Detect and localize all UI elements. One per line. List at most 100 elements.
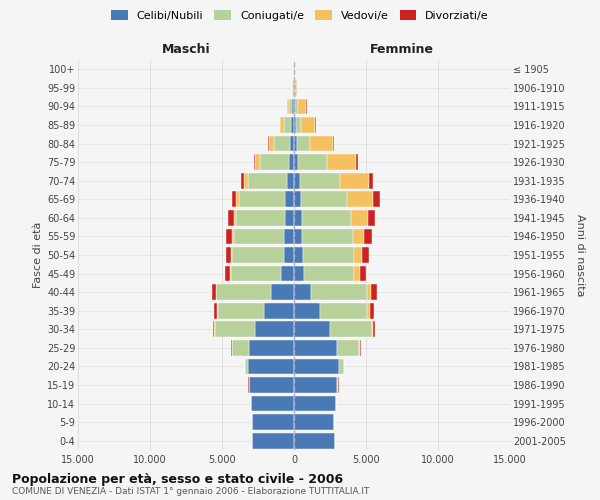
Bar (236, 192, 239, 207)
Bar (248, 377, 250, 393)
Bar (369, 173, 373, 188)
Bar (241, 173, 244, 188)
Bar (294, 303, 320, 318)
Bar (301, 192, 347, 207)
Bar (215, 322, 255, 337)
Bar (233, 228, 284, 244)
Bar (372, 322, 373, 337)
Bar (294, 322, 330, 337)
Bar (355, 266, 359, 281)
Bar (287, 173, 294, 188)
Bar (302, 210, 351, 226)
Bar (294, 358, 338, 374)
Bar (302, 228, 353, 244)
Bar (355, 247, 362, 263)
Bar (311, 284, 367, 300)
Bar (232, 192, 236, 207)
Bar (294, 154, 298, 170)
Bar (260, 154, 289, 170)
Bar (351, 210, 368, 226)
Bar (298, 98, 306, 114)
Y-axis label: Fasce di età: Fasce di età (32, 222, 43, 288)
Bar (250, 377, 294, 393)
Bar (256, 154, 260, 170)
Bar (367, 284, 371, 300)
Bar (294, 377, 337, 393)
Bar (296, 117, 301, 133)
Bar (231, 247, 232, 263)
Bar (281, 266, 294, 281)
Bar (226, 266, 230, 281)
Bar (232, 247, 284, 263)
Bar (347, 192, 373, 207)
Bar (356, 154, 358, 170)
Bar (271, 284, 294, 300)
Bar (250, 340, 294, 356)
Bar (291, 117, 294, 133)
Bar (214, 303, 217, 318)
Bar (290, 136, 294, 152)
Bar (373, 322, 376, 337)
Bar (264, 303, 294, 318)
Bar (232, 340, 250, 356)
Bar (310, 136, 333, 152)
Legend: Celibi/Nubili, Coniugati/e, Vedovi/e, Divorziati/e: Celibi/Nubili, Coniugati/e, Vedovi/e, Di… (107, 6, 493, 25)
Bar (298, 154, 327, 170)
Bar (294, 284, 311, 300)
Bar (236, 210, 284, 226)
Bar (213, 322, 214, 337)
Bar (294, 210, 302, 226)
Bar (295, 80, 297, 96)
Bar (244, 173, 248, 188)
Bar (215, 284, 216, 300)
Bar (353, 228, 364, 244)
Bar (364, 228, 372, 244)
Bar (268, 136, 269, 152)
Text: Femmine: Femmine (370, 44, 434, 57)
Bar (292, 98, 294, 114)
Bar (338, 358, 344, 374)
Bar (294, 192, 301, 207)
Bar (368, 210, 376, 226)
Text: Popolazione per età, sesso e stato civile - 2006: Popolazione per età, sesso e stato civil… (12, 472, 343, 486)
Bar (294, 98, 295, 114)
Bar (337, 340, 359, 356)
Bar (229, 210, 233, 226)
Bar (294, 136, 297, 152)
Bar (269, 136, 274, 152)
Bar (245, 358, 248, 374)
Bar (230, 266, 281, 281)
Bar (297, 136, 310, 152)
Bar (373, 192, 380, 207)
Bar (294, 266, 304, 281)
Bar (320, 303, 367, 318)
Text: COMUNE DI VENEZIA - Dati ISTAT 1° gennaio 2006 - Elaborazione TUTTITALIA.IT: COMUNE DI VENEZIA - Dati ISTAT 1° gennai… (12, 488, 370, 496)
Text: Maschi: Maschi (161, 44, 211, 57)
Bar (294, 340, 337, 356)
Bar (248, 358, 294, 374)
Bar (371, 284, 377, 300)
Bar (294, 396, 336, 411)
Bar (362, 247, 369, 263)
Bar (359, 340, 361, 356)
Bar (287, 98, 289, 114)
Bar (370, 303, 374, 318)
Bar (284, 117, 291, 133)
Bar (212, 284, 215, 300)
Bar (302, 247, 355, 263)
Bar (248, 173, 287, 188)
Bar (295, 98, 298, 114)
Bar (226, 228, 232, 244)
Bar (294, 173, 300, 188)
Bar (286, 192, 294, 207)
Bar (294, 414, 334, 430)
Bar (359, 266, 366, 281)
Bar (233, 210, 236, 226)
Bar (251, 433, 294, 448)
Bar (289, 98, 292, 114)
Bar (292, 80, 293, 96)
Bar (304, 266, 355, 281)
Bar (284, 228, 294, 244)
Bar (289, 154, 294, 170)
Bar (251, 396, 294, 411)
